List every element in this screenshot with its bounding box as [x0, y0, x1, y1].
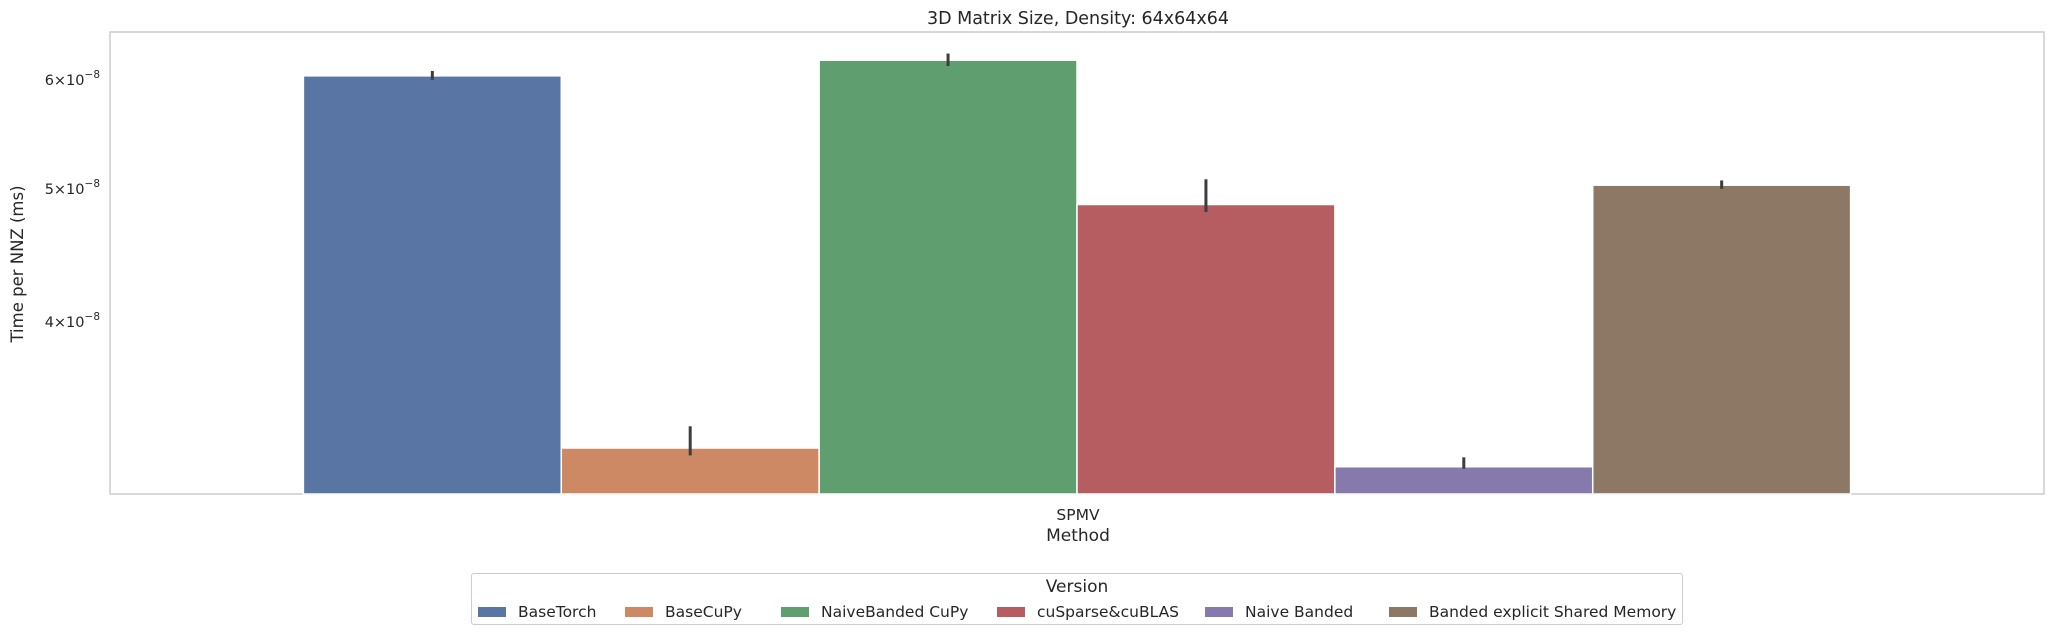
legend-item-cusparse-cublas: cuSparse&cuBLAS — [997, 602, 1179, 622]
error-bars-layer — [430, 53, 1724, 469]
legend-item-basecupy: BaseCuPy — [625, 602, 742, 622]
x-axis-label: Method — [1046, 526, 1110, 546]
legend-label: BaseTorch — [518, 603, 597, 621]
legend-items: BaseTorch BaseCuPy NaiveBanded CuPy cuSpars… — [472, 602, 1682, 624]
bars-layer — [302, 59, 1852, 495]
y-tick-label: 4×10−8 — [45, 311, 100, 331]
legend-label: Naive Banded — [1245, 603, 1354, 621]
legend-swatch — [478, 607, 506, 617]
bar-naive-banded — [1334, 465, 1594, 495]
legend-swatch — [1389, 607, 1417, 617]
bar-basetorch — [302, 75, 563, 495]
y-ticks-layer: 4×10−8 5×10−8 6×10−8 — [45, 69, 100, 331]
x-tick-label: SPMV — [1056, 506, 1100, 524]
legend-item-naivebanded-cupy: NaiveBanded CuPy — [781, 602, 968, 622]
legend-swatch — [781, 607, 809, 617]
legend-label: cuSparse&cuBLAS — [1037, 603, 1180, 621]
legend-swatch — [1205, 607, 1233, 617]
legend-swatch — [625, 607, 653, 617]
legend-label: NaiveBanded CuPy — [821, 603, 969, 621]
legend-label: BaseCuPy — [665, 603, 742, 621]
y-tick-label: 6×10−8 — [45, 69, 100, 89]
legend-label: Banded explicit Shared Memory — [1429, 603, 1677, 621]
legend-item-naive-banded: Naive Banded — [1205, 602, 1353, 622]
legend: Version BaseTorch BaseCuPy NaiveBanded CuP… — [471, 573, 1683, 625]
legend-title: Version — [1045, 577, 1109, 597]
legend-item-basetorch: BaseTorch — [478, 602, 596, 622]
y-tick-label: 5×10−8 — [45, 178, 100, 198]
bar-naivebanded-cupy — [818, 59, 1078, 495]
y-axis-label: Time per NNZ (ms) — [8, 185, 27, 343]
legend-item-banded-explicit-shared-memory: Banded explicit Shared Memory — [1389, 602, 1676, 622]
chart-title: 3D Matrix Size, Density: 64x64x64 — [927, 9, 1229, 29]
bar-banded-explicit-shared-memory — [1591, 184, 1852, 495]
legend-swatch — [997, 607, 1025, 617]
bar-cusparse-cublas — [1076, 203, 1336, 495]
